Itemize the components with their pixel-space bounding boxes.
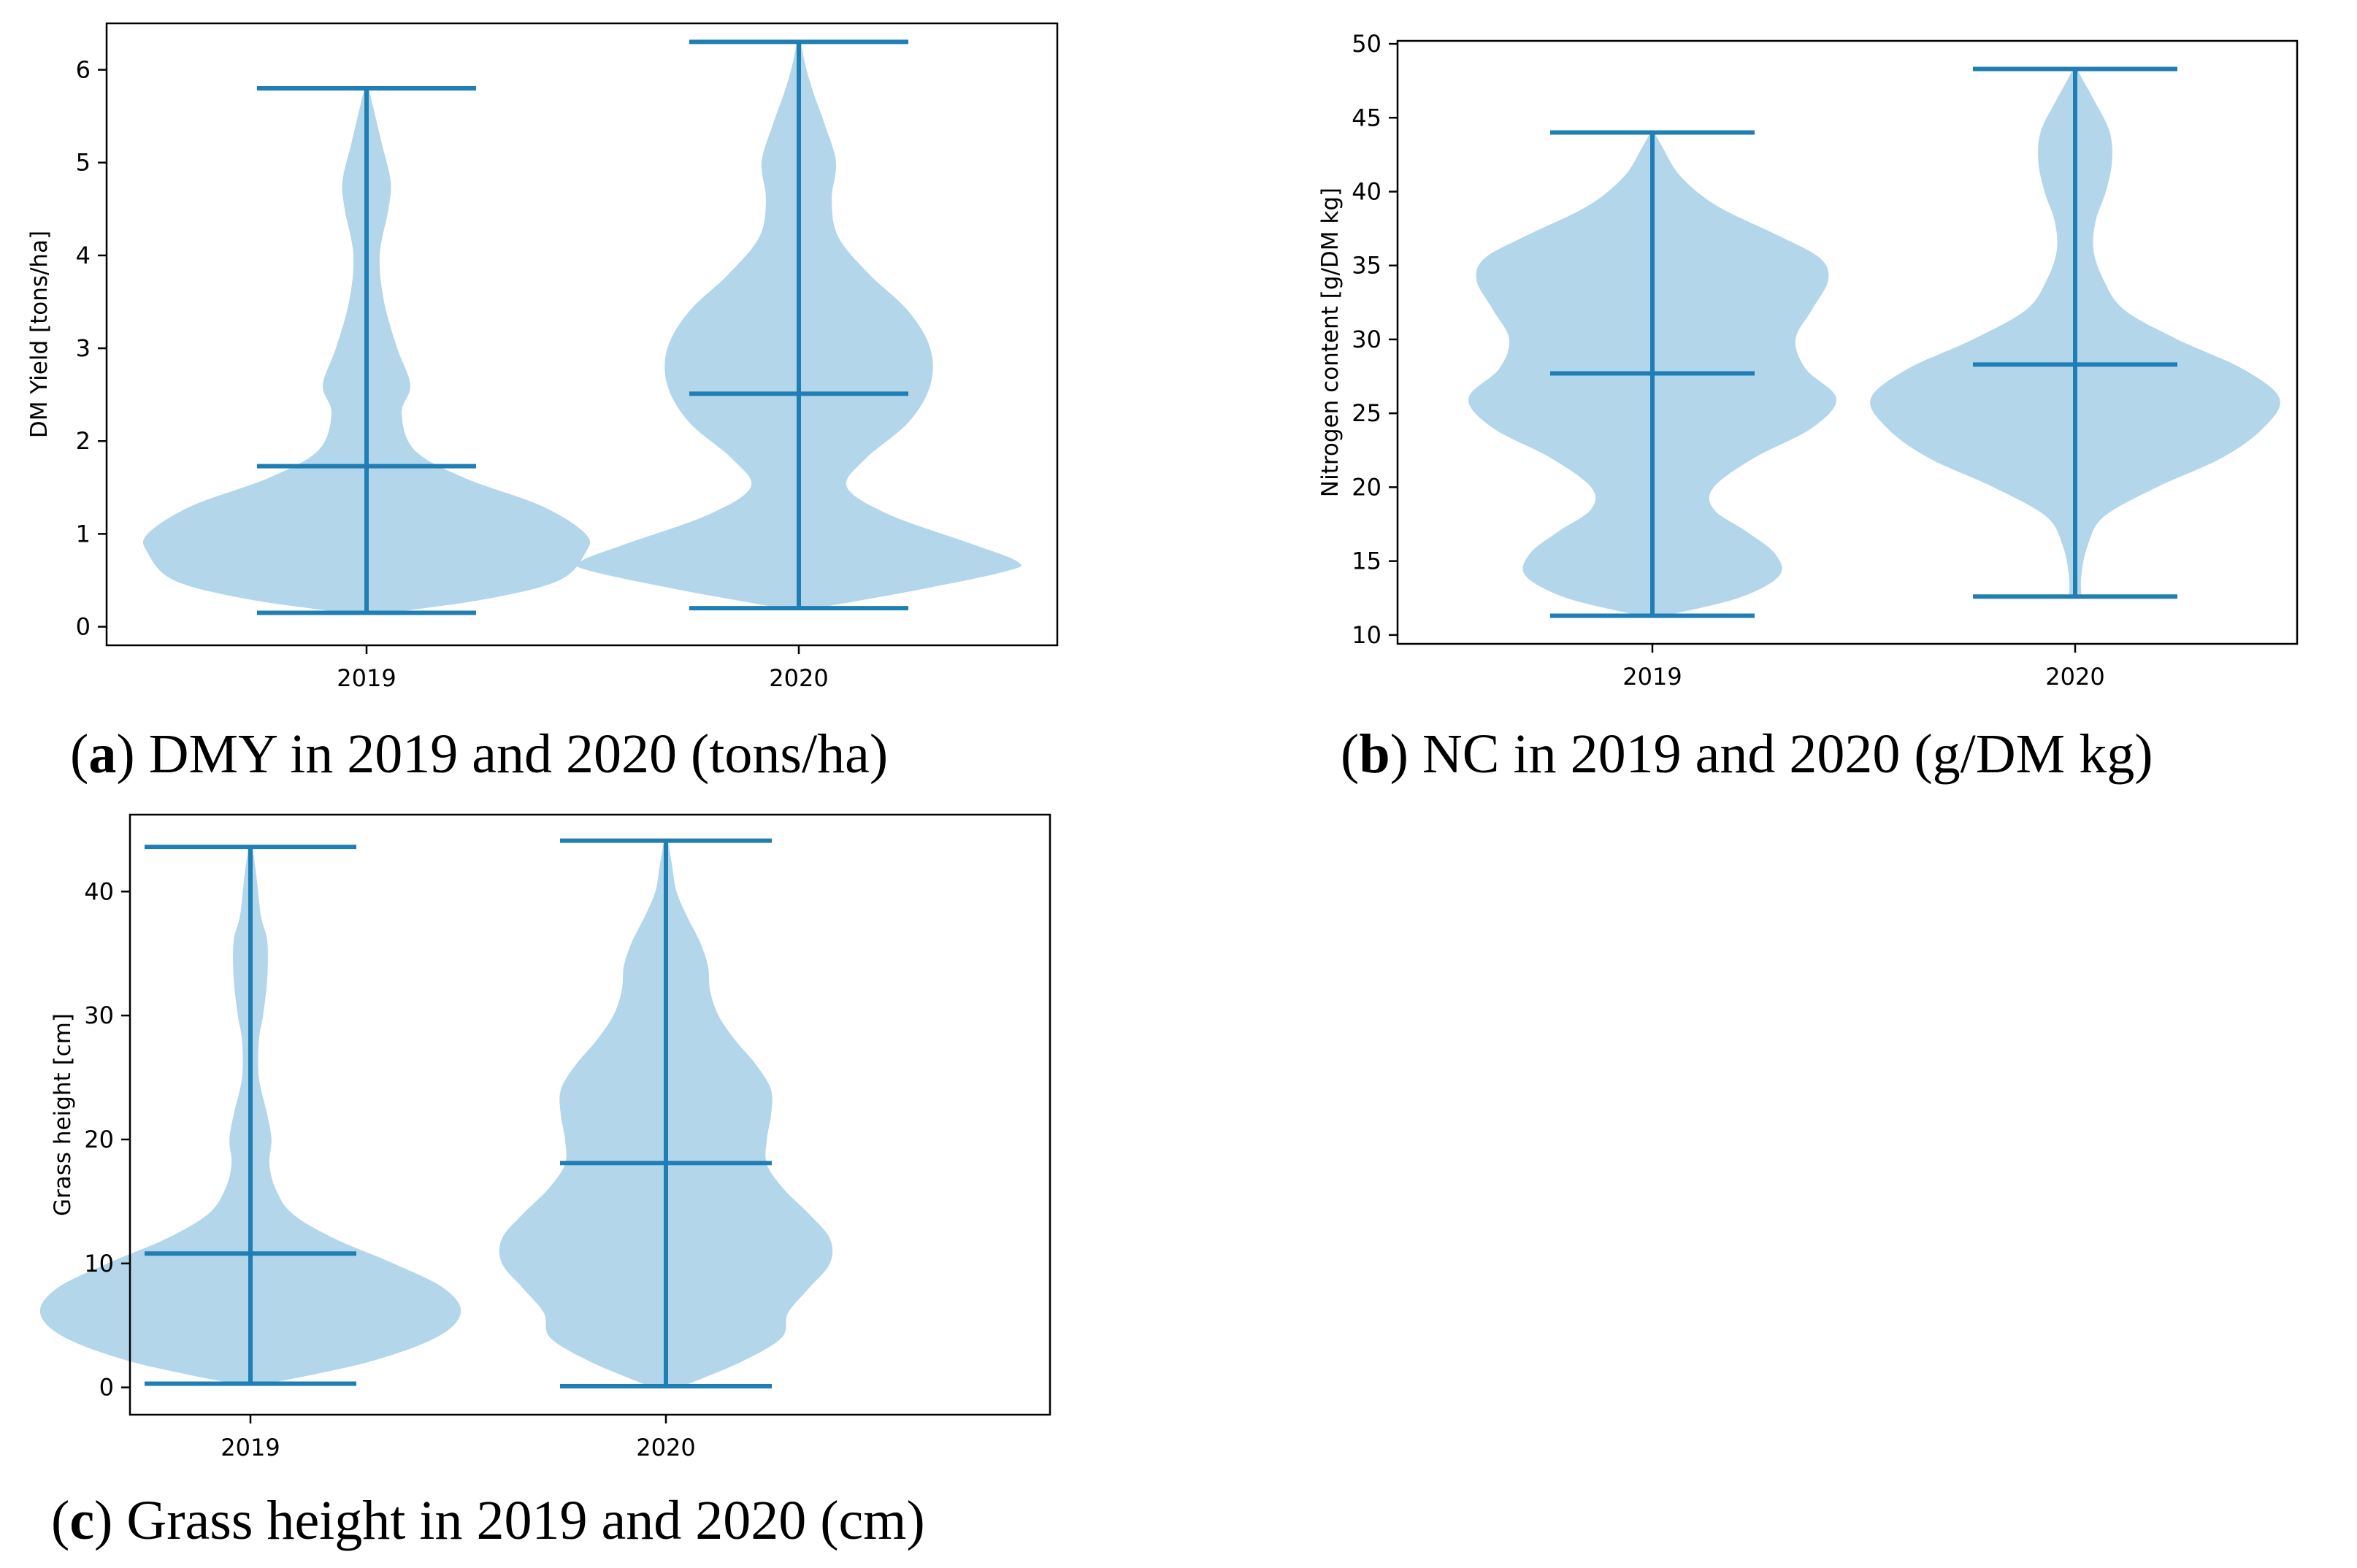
y-tick-label: 25 <box>1352 399 1381 427</box>
y-axis-label: DM Yield [tons/ha] <box>26 231 53 438</box>
y-tick-label: 6 <box>76 56 91 84</box>
y-tick-label: 0 <box>99 1374 114 1402</box>
caption-a: (a) DMY in 2019 and 2020 (tons/ha) <box>70 723 889 785</box>
violin-chart-nitrogen: 10 15 20 25 30 35 40 45 50 2019 2020 Nitrogen conte… <box>1317 30 2299 691</box>
y-axis-label: Grass height [cm] <box>50 1013 76 1216</box>
y-tick-label: 20 <box>1352 473 1381 501</box>
y-tick-label: 4 <box>76 242 91 269</box>
violin-chart-dmy: 0 1 2 3 4 5 6 2019 2020 DM Yield [tons/ha] <box>26 22 1059 692</box>
x-tick-label-2020: 2020 <box>769 664 828 692</box>
y-tick-label: 10 <box>1352 621 1381 649</box>
y-tick-label: 30 <box>84 1002 114 1029</box>
y-tick-label: 50 <box>1352 30 1381 58</box>
y-tick-label: 35 <box>1352 252 1381 280</box>
y-tick-label: 0 <box>76 613 91 641</box>
y-tick-label: 30 <box>1352 326 1381 353</box>
plot-frame <box>1396 39 2299 645</box>
x-tick-label-2019: 2019 <box>337 664 396 692</box>
caption-b: (b) NC in 2019 and 2020 (g/DM kg) <box>1341 723 2153 785</box>
y-tick-label: 10 <box>84 1250 114 1277</box>
y-tick-label: 40 <box>84 877 114 905</box>
y-axis-label: Nitrogen content [g/DM kg] <box>1317 188 1344 497</box>
y-tick-label: 45 <box>1352 104 1381 131</box>
plot-frame <box>105 22 1059 647</box>
x-tick-label-2020: 2020 <box>2045 663 2104 691</box>
y-tick-label: 40 <box>1352 178 1381 206</box>
y-tick-label: 5 <box>76 149 91 177</box>
y-tick-label: 15 <box>1352 547 1381 575</box>
y-tick-label: 1 <box>76 520 91 547</box>
y-tick-label: 3 <box>76 334 91 362</box>
caption-c: (c) Grass height in 2019 and 2020 (cm) <box>51 1490 925 1551</box>
x-tick-label-2019: 2019 <box>221 1434 280 1461</box>
plot-frame <box>129 813 1051 1416</box>
y-tick-label: 20 <box>84 1126 114 1153</box>
y-tick-label: 2 <box>76 427 91 455</box>
x-tick-label-2020: 2020 <box>636 1434 695 1461</box>
violin-chart-grass-height: 0 10 20 30 40 2019 2020 Grass height [cm] <box>39 813 1051 1461</box>
x-tick-label-2019: 2019 <box>1622 663 1682 691</box>
